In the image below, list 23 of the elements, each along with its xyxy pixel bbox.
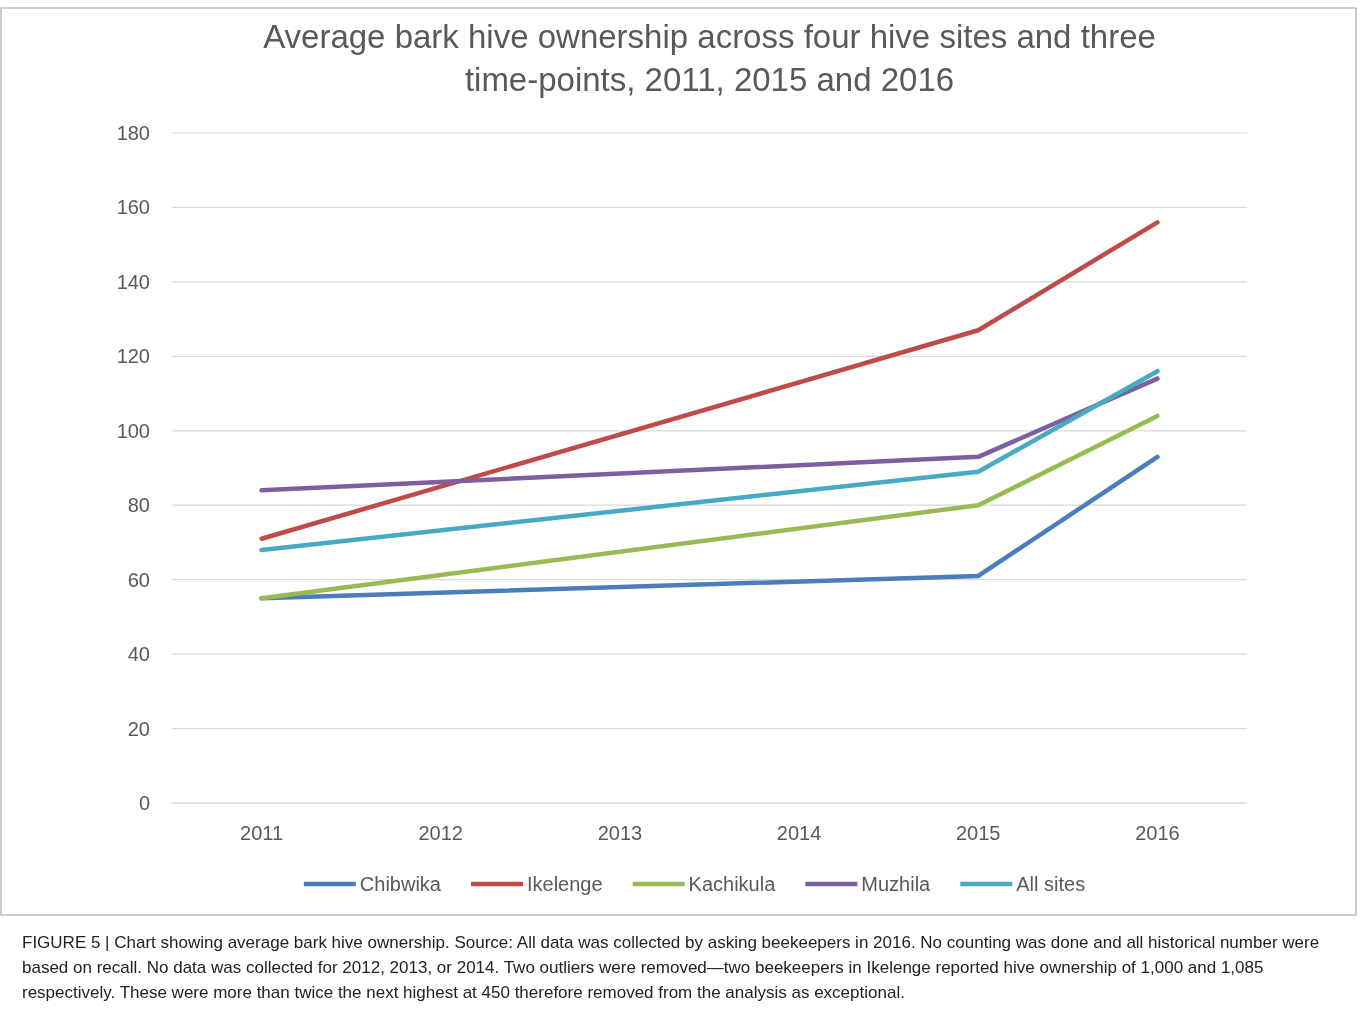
legend-label: Muzhila — [861, 873, 932, 895]
caption: FIGURE 5 | Chart showing average bark hive ownership. Source: All data was collected by asking beekeepers in 2016. No counting was done and all historical number were based on recall. No data was collected for 2012, 2013, or 2014. Two outliers were removed—two beekeepers in Ikelenge reported hive ownership of 1,000 and 1,085 respectively. These were more than twice the next highest at 450 therefore removed from the analysis as exceptional. — [22, 933, 1320, 1002]
y-tick-label: 60 — [127, 568, 150, 591]
legend-label: Ikelenge — [526, 873, 603, 895]
legend-label: Chibwika — [359, 873, 442, 895]
chart-title: Average bark hive ownership across four hive sites and three time-points, 2011, 2015 and 2016 — [263, 18, 1156, 98]
y-tick-label: 80 — [127, 494, 150, 517]
x-tick-label: 2016 — [1135, 822, 1180, 844]
y-tick-label: 160 — [116, 196, 150, 219]
y-tick-label: 140 — [116, 270, 150, 293]
y-tick-label: 40 — [127, 643, 150, 666]
y-tick-label: 120 — [116, 345, 150, 368]
y-tick-label: 0 — [138, 792, 150, 814]
x-tick-label: 2014 — [776, 822, 822, 844]
legend-label: All sites — [1016, 873, 1086, 895]
y-tick-label: 20 — [127, 717, 150, 740]
y-tick-label: 180 — [116, 122, 150, 144]
x-tick-label: 2012 — [418, 822, 463, 844]
x-tick-label: 2015 — [956, 822, 1001, 844]
y-tick-label: 100 — [116, 419, 150, 442]
x-tick-label: 2011 — [240, 822, 284, 844]
x-tick-label: 2013 — [597, 822, 643, 844]
legend-label: Kachikula — [688, 873, 777, 895]
